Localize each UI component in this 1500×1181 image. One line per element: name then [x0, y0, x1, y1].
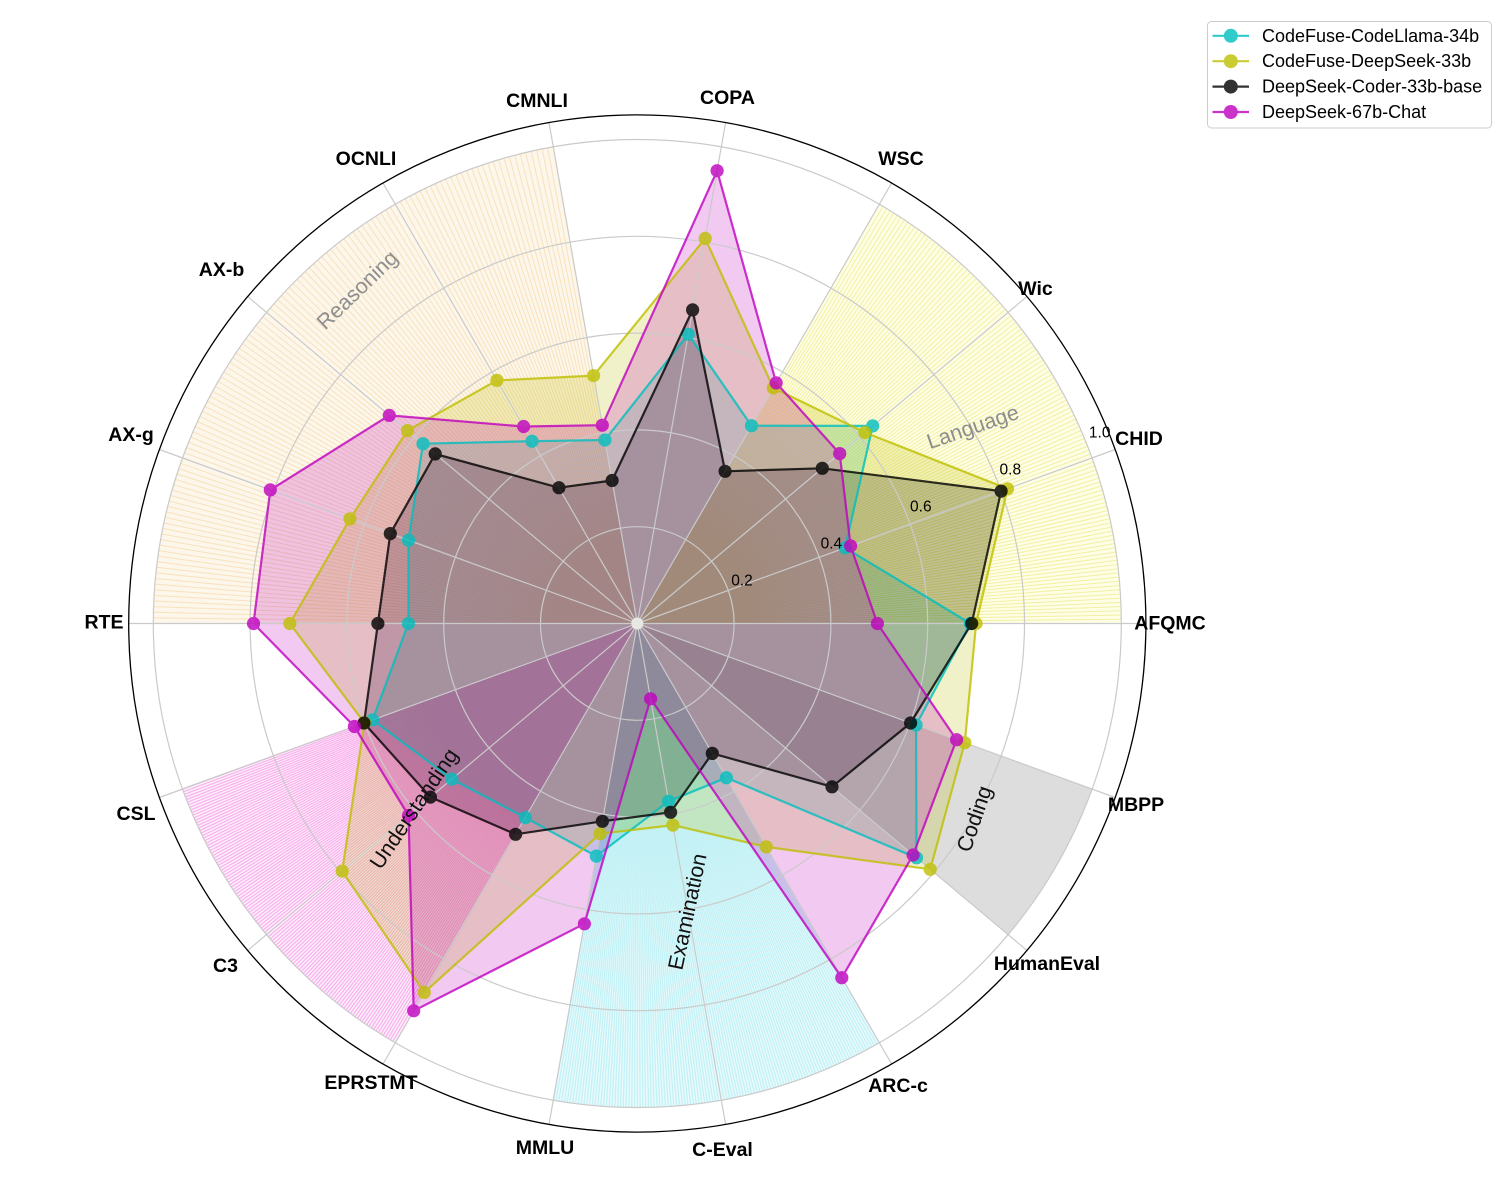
svg-text:CMNLI: CMNLI	[506, 90, 568, 112]
svg-text:CSL: CSL	[117, 803, 156, 825]
svg-text:Wic: Wic	[1018, 278, 1053, 300]
svg-text:0.4: 0.4	[821, 536, 843, 553]
svg-text:COPA: COPA	[700, 87, 755, 109]
svg-text:0.6: 0.6	[910, 499, 932, 516]
svg-text:0.8: 0.8	[1000, 462, 1022, 479]
svg-text:1.0: 1.0	[1089, 425, 1111, 442]
svg-text:DeepSeek-67b-Chat: DeepSeek-67b-Chat	[1262, 102, 1426, 122]
svg-text:MBPP: MBPP	[1108, 794, 1164, 816]
svg-text:EPRSTMT: EPRSTMT	[324, 1072, 417, 1094]
svg-text:C3: C3	[213, 955, 238, 977]
svg-text:0.2: 0.2	[731, 573, 753, 590]
svg-text:AX-b: AX-b	[199, 259, 245, 281]
svg-text:CodeFuse-CodeLlama-34b: CodeFuse-CodeLlama-34b	[1262, 26, 1479, 46]
svg-text:RTE: RTE	[85, 612, 124, 634]
svg-text:HumanEval: HumanEval	[994, 953, 1100, 975]
svg-text:ARC-c: ARC-c	[868, 1075, 928, 1097]
svg-text:AFQMC: AFQMC	[1134, 613, 1206, 635]
svg-text:C-Eval: C-Eval	[692, 1139, 753, 1161]
svg-text:AX-g: AX-g	[108, 424, 154, 446]
svg-text:MMLU: MMLU	[516, 1137, 574, 1159]
svg-text:OCNLI: OCNLI	[336, 148, 397, 170]
svg-text:WSC: WSC	[878, 148, 924, 170]
svg-text:CodeFuse-DeepSeek-33b: CodeFuse-DeepSeek-33b	[1262, 51, 1471, 71]
svg-text:DeepSeek-Coder-33b-base: DeepSeek-Coder-33b-base	[1262, 77, 1482, 97]
svg-text:CHID: CHID	[1115, 428, 1163, 450]
